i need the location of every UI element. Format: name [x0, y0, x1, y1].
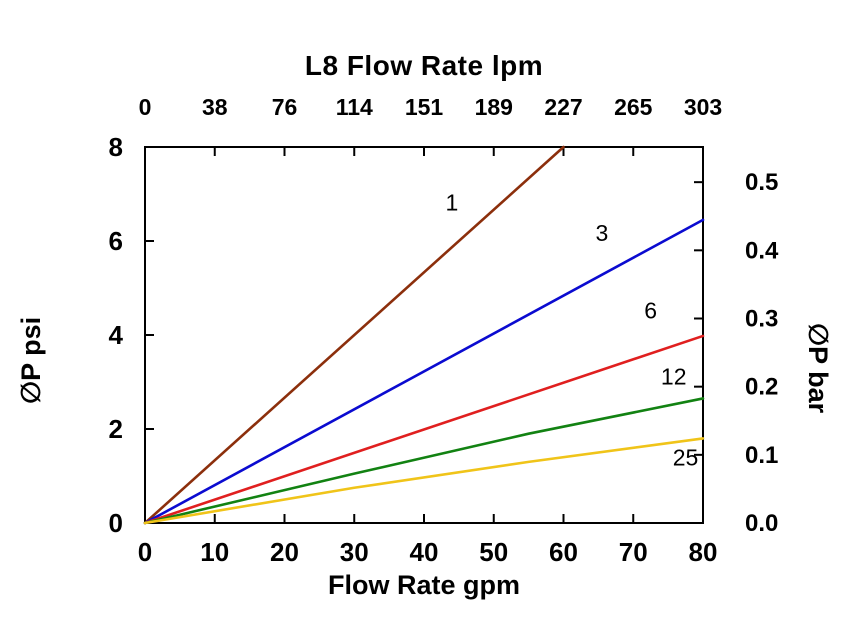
x-bottom-tick-label: 40 — [410, 537, 439, 567]
x-bottom-tick-label: 10 — [200, 537, 229, 567]
x-bottom-tick-label: 80 — [689, 537, 718, 567]
x-bottom-tick-label: 30 — [340, 537, 369, 567]
series-label-25: 25 — [673, 445, 699, 471]
y-left-tick-label: 4 — [109, 320, 124, 350]
series-line-6 — [143, 334, 705, 525]
series-label-3: 3 — [595, 220, 608, 246]
x-top-tick-label: 0 — [139, 94, 152, 120]
y-right-tick-label: 0.2 — [745, 374, 778, 401]
x-top-tick-label: 189 — [475, 94, 513, 120]
y-axis-title-right: ∅P bar — [803, 322, 833, 414]
y-right-tick-label: 0.0 — [745, 510, 778, 537]
y-left-tick-label: 6 — [109, 226, 123, 256]
series-line-3 — [143, 218, 705, 525]
x-top-tick-label: 38 — [202, 94, 228, 120]
y-right-tick-label: 0.3 — [745, 305, 778, 332]
x-top-tick-label: 114 — [336, 94, 373, 120]
series-label-1: 1 — [446, 189, 459, 215]
x-top-tick-label: 265 — [614, 94, 653, 120]
y-right-tick-label: 0.5 — [745, 169, 778, 196]
plot-border — [144, 146, 704, 524]
x-top-tick-label: 76 — [272, 94, 298, 120]
x-top-tick-label: 227 — [544, 94, 582, 120]
y-right-tick-label: 0.4 — [745, 237, 779, 264]
chart-title: L8 Flow Rate lpm — [304, 50, 544, 81]
x-top-tick-label: 303 — [684, 94, 722, 120]
series-line-12 — [143, 397, 705, 525]
x-bottom-tick-label: 0 — [138, 537, 152, 567]
y-left-tick-label: 0 — [109, 508, 123, 538]
series-line-1 — [143, 145, 565, 525]
x-axis-title: Flow Rate gpm — [327, 570, 520, 600]
x-bottom-tick-label: 70 — [619, 537, 648, 567]
series-label-6: 6 — [644, 298, 657, 324]
y-left-tick-label: 8 — [109, 132, 123, 162]
x-bottom-tick-label: 60 — [549, 537, 578, 567]
series-label-12: 12 — [661, 363, 687, 389]
y-axis-title-left: ∅P psi — [16, 316, 46, 404]
x-bottom-tick-label: 20 — [270, 537, 299, 567]
series-line-25 — [143, 437, 705, 525]
x-top-tick-label: 151 — [405, 94, 444, 120]
y-right-tick-label: 0.1 — [745, 442, 778, 469]
x-bottom-tick-label: 50 — [479, 537, 508, 567]
y-left-tick-label: 2 — [109, 414, 123, 444]
